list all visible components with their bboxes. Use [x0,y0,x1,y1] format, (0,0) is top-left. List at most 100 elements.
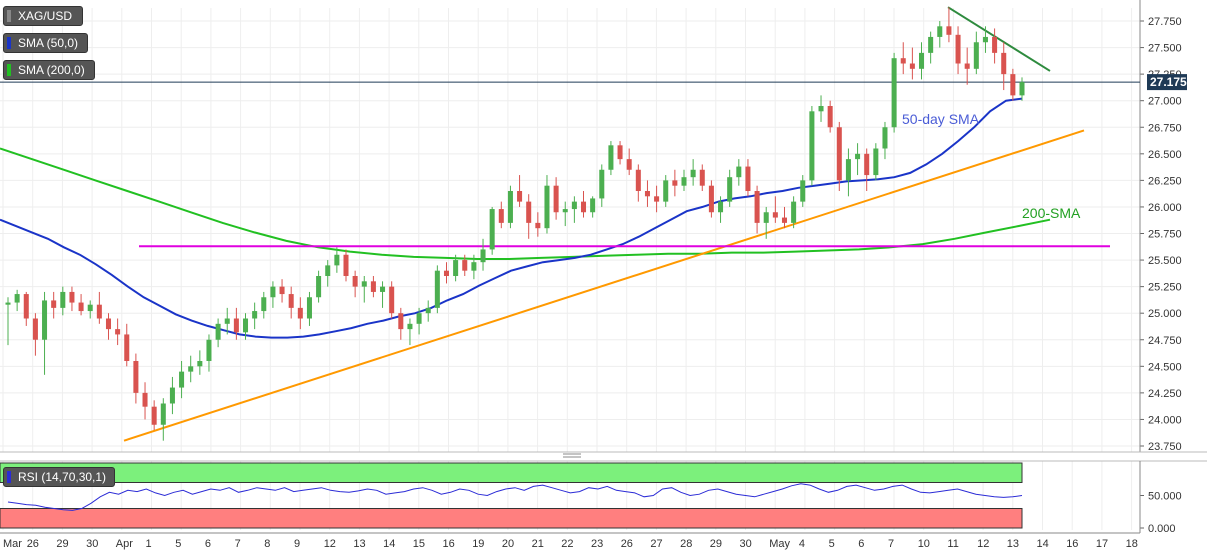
candle-body [288,294,294,308]
annotations: 50-day SMA 200-SMA [902,111,1081,221]
candle-body [334,254,340,266]
y-tick-label: 24.000 [1148,414,1182,426]
x-tick-label: 29 [710,538,722,550]
x-tick-label: 22 [561,538,573,550]
candle-body [361,281,367,287]
candle-body [617,145,623,160]
x-tick-label: 6 [858,538,864,550]
candle-body [818,106,824,112]
rsi-tick-label: 50.000 [1148,491,1182,503]
candle-body [78,302,84,312]
y-tick-label: 24.750 [1148,335,1182,347]
candle-body [197,361,203,367]
candle-body [690,169,696,178]
x-tick-label: 13 [1007,538,1019,550]
candle-body [151,406,157,425]
candle-body [243,318,249,333]
candle-body [316,276,322,298]
x-tick-label: 23 [591,538,603,550]
candle-body [389,286,395,314]
candle-body [115,329,121,335]
support-trendline [123,129,1085,442]
candle-body [498,209,504,223]
x-tick-label: Mar [3,538,22,550]
candle-body [1001,52,1007,75]
candle-body [42,300,48,340]
rsi-tick-label: 0.000 [1148,523,1176,535]
candle-body [133,361,139,393]
candle-body [51,300,57,308]
candle-body [800,180,806,202]
candle-body [544,185,550,229]
candle-body [325,265,331,276]
y-tick-label: 27.750 [1148,16,1182,28]
candle-body [882,127,888,149]
candle-body [233,318,239,333]
candle-body [380,286,386,292]
x-tick-label: 6 [205,538,211,550]
candle-body [736,166,742,178]
candle-body [1019,82,1025,96]
candle-body [855,153,861,160]
candle-body [105,318,111,330]
candle-body [553,185,559,213]
candle-body [571,201,577,210]
candle-body [909,63,915,69]
candle-body [215,323,221,340]
candle-body [955,34,961,64]
candle-body [169,387,175,404]
candle-body [672,180,678,186]
sma200-annotation: 200-SMA [1022,205,1081,221]
candle-body [489,209,495,250]
candle-body [754,191,760,223]
symbol-swatch [7,10,11,22]
candle-body [873,148,879,176]
candle-body [142,392,148,407]
candle-body [654,196,660,202]
candle-body [699,169,705,186]
candle-body [60,291,66,308]
candle-body [5,302,11,305]
x-tick-label: 19 [472,538,484,550]
candle-body [663,180,669,202]
x-tick-label: 13 [353,538,365,550]
candle-body [946,26,952,35]
candle-body [252,311,258,319]
candle-body [626,159,632,170]
sma200-legend[interactable]: SMA (200,0) [3,60,95,80]
candle-body [453,260,459,276]
candle-body [635,169,641,191]
overlay-lines [0,6,1140,442]
candle-body [462,260,468,271]
x-tick-label: Apr [116,538,133,550]
candle-body [1010,74,1016,96]
x-tick-label: May [769,538,790,550]
candle-body [434,270,440,308]
candle-body [772,212,778,218]
candle-body [224,318,230,324]
symbol-label: XAG/USD [18,9,73,23]
candle-body [87,304,93,312]
rsi-legend[interactable]: RSI (14,70,30,1) [3,467,115,487]
candle-body [836,127,842,181]
overbought-zone [0,462,1023,483]
candle-body [727,177,733,202]
symbol-legend[interactable]: XAG/USD [3,6,83,26]
resistance-trendline [947,6,1051,72]
x-tick-label: 16 [1066,538,1078,550]
candle-body [124,334,130,361]
candle-body [23,294,29,319]
x-tick-label: 9 [294,538,300,550]
x-tick-label: 11 [947,538,958,550]
panel-drag-handle[interactable] [563,453,581,458]
candle-body [992,36,998,53]
y-tick-label: 26.750 [1148,122,1182,134]
rsi-line [7,483,1023,511]
candle-body [480,249,486,263]
sma50-legend[interactable]: SMA (50,0) [3,33,88,53]
candle-body [827,106,833,128]
last-price-tag: 27.175 [1147,74,1187,91]
candle-body [179,371,185,388]
time-axis: Mar 26 29 30 Apr 1 5 6 7 8 9 12 13 14 15 16 19 20 21 22 23 26… [3,538,1138,550]
